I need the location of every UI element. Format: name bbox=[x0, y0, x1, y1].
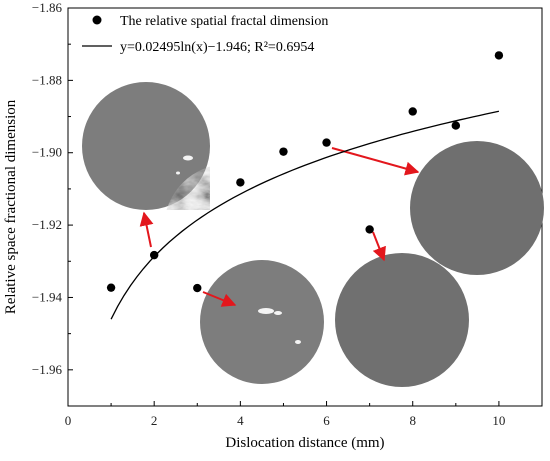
y-axis-ticks: −1.86 −1.88 −1.90 −1.92 −1.94 −1.96 bbox=[32, 0, 73, 407]
micrograph-3 bbox=[410, 141, 544, 275]
arrow-1 bbox=[139, 211, 154, 248]
legend-label-points: The relative spatial fractal dimension bbox=[120, 14, 328, 29]
annotation-arrows bbox=[139, 147, 420, 307]
arrow-4 bbox=[372, 231, 386, 262]
data-point bbox=[451, 121, 461, 130]
legend-marker-points bbox=[92, 15, 102, 25]
fit-curve bbox=[110, 110, 500, 320]
y-axis-title: Relative space fractional dimension bbox=[3, 99, 19, 314]
micrograph-insets bbox=[82, 82, 544, 387]
data-point bbox=[149, 250, 159, 260]
data-point bbox=[279, 147, 288, 156]
x-tick-label: 0 bbox=[65, 413, 72, 428]
micrograph-1 bbox=[82, 82, 210, 210]
x-tick-label: 2 bbox=[151, 413, 158, 428]
y-tick-label: −1.86 bbox=[32, 0, 63, 15]
x-tick-label: 8 bbox=[409, 413, 416, 428]
x-tick-label: 10 bbox=[492, 413, 505, 428]
data-points bbox=[106, 51, 504, 293]
data-point bbox=[322, 138, 331, 147]
x-tick-label: 6 bbox=[323, 413, 330, 428]
arrow-2 bbox=[202, 291, 237, 307]
y-tick-label: −1.88 bbox=[32, 72, 62, 87]
y-tick-label: −1.90 bbox=[32, 145, 62, 160]
micrograph-2 bbox=[200, 260, 324, 384]
y-tick-label: −1.92 bbox=[32, 217, 62, 232]
y-tick-label: −1.96 bbox=[32, 362, 63, 377]
legend: The relative spatial fractal dimension y… bbox=[82, 14, 328, 55]
x-tick-label: 4 bbox=[237, 413, 244, 428]
data-point bbox=[408, 107, 417, 116]
data-point bbox=[236, 178, 245, 187]
data-point bbox=[494, 51, 504, 60]
x-axis-title: Dislocation distance (mm) bbox=[225, 435, 384, 451]
y-tick-label: −1.94 bbox=[32, 289, 63, 304]
legend-label-fit: y=0.02495ln(x)−1.946; R²=0.6954 bbox=[120, 40, 314, 55]
data-point bbox=[106, 283, 116, 292]
data-point bbox=[193, 283, 202, 293]
micrograph-4 bbox=[335, 253, 469, 387]
x-axis-ticks: 0 2 4 6 8 10 bbox=[65, 401, 505, 428]
arrow-3 bbox=[331, 147, 420, 176]
data-point bbox=[365, 225, 374, 234]
